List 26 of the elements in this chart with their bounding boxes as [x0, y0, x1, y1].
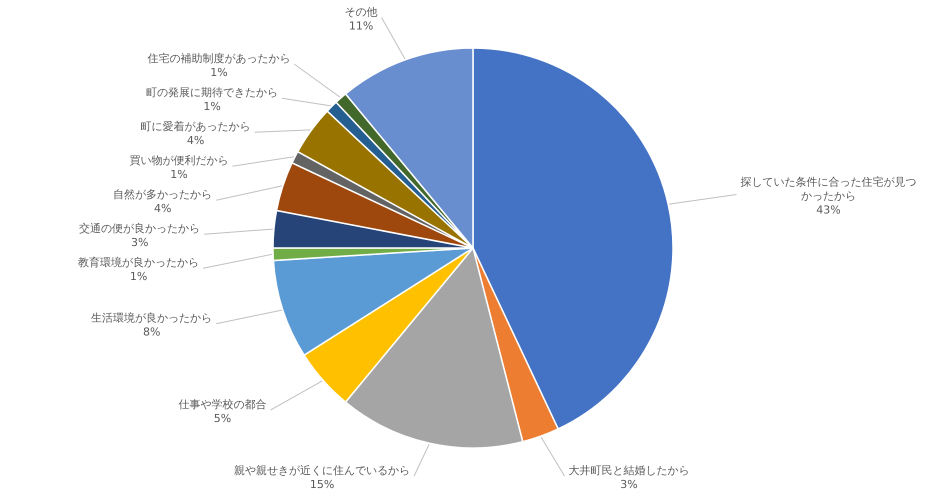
slice-label: 交通の便が良かったから	[79, 222, 200, 236]
slice-label: 住宅の補助制度があったから	[147, 52, 290, 66]
slice-label: 自然が多かったから	[113, 188, 212, 202]
data-label: 43%	[816, 204, 841, 217]
slice-label: その他	[344, 5, 378, 18]
slice-label: 買い物が便利だから	[129, 154, 228, 168]
data-label: 3%	[130, 236, 148, 250]
slice-label: 教育環境が良かったから	[78, 256, 200, 270]
data-label: 1%	[203, 100, 221, 114]
data-label: 3%	[620, 478, 638, 491]
slice-label: 大井町民と結婚したから	[568, 464, 690, 477]
data-label: 15%	[310, 478, 334, 491]
slice-label: 親や親せきが近くに住んでいるから	[234, 464, 410, 477]
data-label: 4%	[154, 202, 172, 216]
slice-label: 生活環境が良かったから	[91, 312, 212, 325]
slice-label: 仕事や学校の都合	[178, 398, 266, 412]
data-label: 1%	[210, 66, 228, 80]
slice-label: 探していた条件に合った住宅が見つかったから	[740, 176, 916, 203]
slice-label: 町に愛着があったから	[140, 120, 251, 134]
data-label: 5%	[214, 412, 232, 426]
data-label: 8%	[142, 326, 160, 339]
data-label: 1%	[130, 270, 148, 284]
slice-label: 町の発展に期待できたから	[146, 86, 278, 100]
data-label: 1%	[170, 168, 188, 182]
data-label: 11%	[348, 19, 374, 32]
data-label: 4%	[186, 134, 204, 148]
